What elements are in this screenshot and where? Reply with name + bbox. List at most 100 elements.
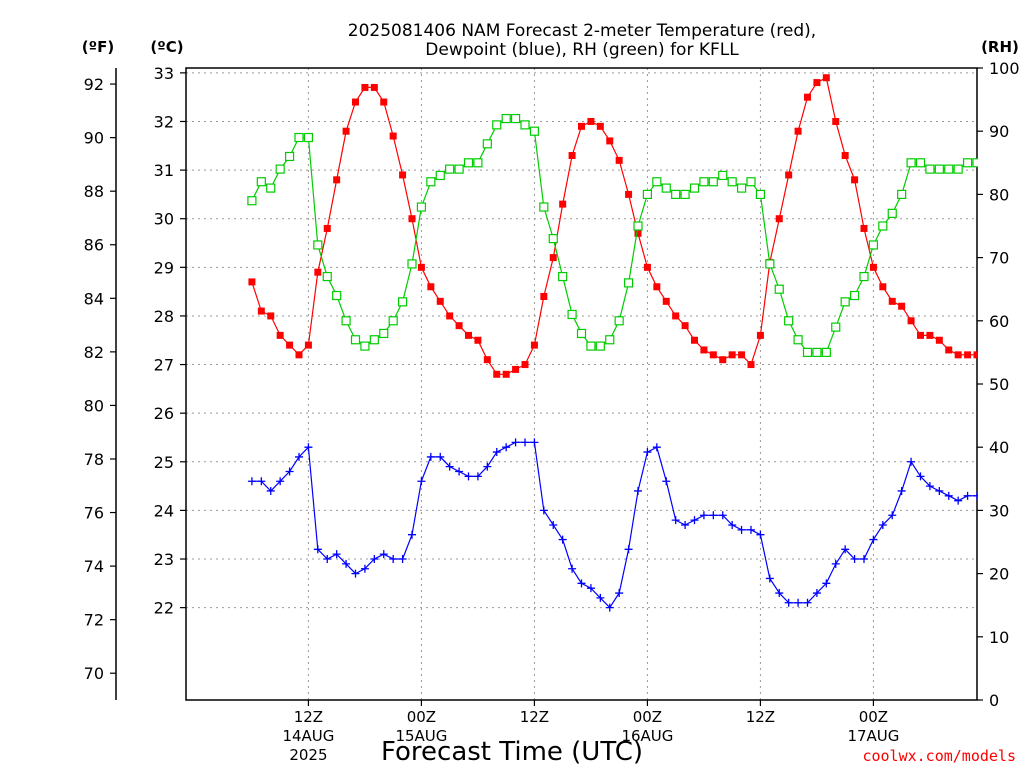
rh-point — [313, 240, 323, 250]
temperature-point — [728, 351, 736, 359]
x-tick-date: 15AUG — [395, 727, 447, 745]
rh-point — [303, 132, 314, 143]
dewpoint-line — [251, 441, 978, 609]
dewpoint-point — [812, 589, 821, 598]
dewpoint-point — [671, 516, 680, 525]
celsius-tick-label: 26 — [154, 404, 174, 423]
temperature-point — [276, 331, 284, 339]
celsius-tick-label: 31 — [154, 161, 174, 180]
dewpoint-point — [935, 486, 944, 495]
dewpoint-point — [605, 603, 614, 612]
dewpoint-point — [492, 448, 501, 457]
rh-unit-label: (RH) — [981, 38, 1019, 56]
dewpoint-point — [502, 443, 511, 452]
rh-point — [934, 164, 944, 174]
rh-point — [727, 177, 737, 187]
celsius-tick-label: 22 — [154, 599, 174, 618]
dewpoint-point — [558, 535, 567, 544]
rh-point — [831, 322, 841, 332]
temperature-point — [427, 283, 435, 291]
fahrenheit-tick-label: 74 — [84, 557, 104, 576]
rh-point — [925, 164, 935, 174]
rh-point — [633, 221, 643, 231]
dewpoint-point — [247, 477, 256, 486]
temperature-point — [606, 137, 614, 145]
temperature-point — [794, 127, 802, 135]
rh-point — [793, 335, 803, 345]
dewpoint-point — [643, 448, 652, 457]
rh-point — [435, 170, 445, 181]
rh-tick-label: 80 — [989, 185, 1009, 204]
dewpoint-point — [916, 472, 925, 481]
rh-point — [388, 316, 398, 326]
rh-tick-label: 0 — [989, 691, 999, 710]
temperature-point — [549, 254, 557, 262]
x-tick-date: 17AUG — [847, 727, 899, 745]
dewpoint-point — [737, 525, 746, 534]
plot-frame — [185, 67, 978, 701]
rh-point — [962, 158, 973, 168]
temperature-point — [860, 224, 868, 232]
rh-point — [765, 259, 775, 269]
temperature-point — [559, 200, 567, 208]
dewpoint-point — [973, 491, 978, 500]
rh-point — [982, 165, 990, 173]
rh-point — [802, 347, 813, 357]
rh-point — [605, 335, 615, 345]
dewpoint-point — [530, 438, 539, 447]
dewpoint-point — [907, 457, 916, 466]
temperature-point — [756, 331, 764, 339]
dewpoint-point — [803, 598, 812, 607]
dewpoint-point — [389, 555, 398, 564]
rh-tick-label: 20 — [989, 565, 1009, 584]
dewpoint-point — [521, 438, 529, 447]
dewpoint-point — [878, 520, 887, 529]
rh-point — [407, 259, 417, 269]
celsius-tick-label: 25 — [154, 453, 174, 472]
x-tick-date: 16AUG — [621, 727, 673, 745]
temperature-point — [455, 322, 463, 330]
chart-title-line2: Dewpoint (blue), RH (green) for KFLL — [425, 40, 739, 60]
dewpoint-point — [360, 564, 369, 573]
rh-point — [718, 170, 728, 181]
dewpoint-point — [615, 589, 624, 598]
dewpoint-point — [483, 462, 492, 471]
temperature-point — [907, 317, 915, 325]
rh-point — [360, 341, 370, 351]
dewpoint-point — [426, 452, 435, 461]
dewpoint-point — [1011, 521, 1019, 529]
temperature-point — [869, 263, 877, 271]
rh-point — [567, 309, 577, 320]
rh-point — [454, 164, 464, 174]
temperature-point — [719, 356, 727, 364]
temperature-point — [615, 156, 623, 164]
fahrenheit-tick-label: 78 — [84, 450, 104, 469]
dewpoint-point — [709, 511, 718, 520]
rh-point — [897, 189, 907, 199]
temperature-point — [568, 152, 576, 160]
temperature-point — [973, 351, 978, 359]
dewpoint-point — [323, 555, 332, 564]
dewpoint-point — [473, 472, 482, 481]
rh-point — [284, 151, 295, 162]
dewpoint-point — [549, 520, 558, 529]
celsius-tick-label: 24 — [154, 501, 174, 520]
dewpoint-point — [699, 511, 708, 520]
temperature-point — [578, 122, 585, 130]
dewpoint-point — [888, 511, 897, 520]
dewpoint-point — [577, 579, 586, 588]
rh-point — [1011, 285, 1019, 293]
rh-point — [944, 164, 954, 174]
temperature-point — [709, 351, 717, 359]
rh-point — [482, 139, 492, 149]
dewpoint-point — [747, 525, 755, 534]
credit-text: coolwx.com/models — [862, 747, 1016, 765]
rh-point — [473, 158, 483, 168]
dewpoint-point — [436, 452, 445, 461]
temperature-point — [361, 83, 369, 91]
rh-point — [416, 202, 427, 212]
temperature-point — [342, 127, 350, 135]
temperature-point — [493, 370, 501, 378]
chart-title-line1: 2025081406 NAM Forecast 2-meter Temperat… — [348, 21, 816, 41]
